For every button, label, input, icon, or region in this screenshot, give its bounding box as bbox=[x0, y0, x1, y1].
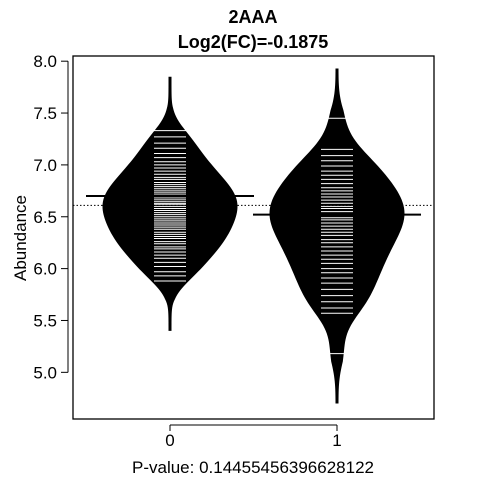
y-tick-label: 5.0 bbox=[33, 363, 57, 382]
beans-layer bbox=[102, 68, 405, 404]
y-tick-label: 6.5 bbox=[33, 208, 57, 227]
y-tick-label: 6.0 bbox=[33, 260, 57, 279]
y-axis-label: Abundance bbox=[11, 195, 30, 281]
chart-subtitle: Log2(FC)=-0.1875 bbox=[178, 32, 329, 52]
y-tick-label: 8.0 bbox=[33, 52, 57, 71]
overlay-layer bbox=[73, 117, 434, 355]
y-axis: 5.0 5.5 6.0 6.5 7.0 7.5 8.0 bbox=[33, 52, 69, 382]
x-axis-label: P-value: 0.14455456396628122 bbox=[132, 458, 374, 477]
bean-density-1 bbox=[269, 68, 405, 404]
chart-title: 2AAA bbox=[228, 7, 277, 27]
y-tick-label: 7.0 bbox=[33, 156, 57, 175]
x-tick-label: 0 bbox=[165, 431, 174, 450]
y-tick-label: 5.5 bbox=[33, 311, 57, 330]
bean-density-0 bbox=[102, 76, 238, 331]
plot-frame bbox=[72, 55, 435, 420]
y-tick-label: 7.5 bbox=[33, 104, 57, 123]
x-tick-label: 1 bbox=[332, 431, 341, 450]
